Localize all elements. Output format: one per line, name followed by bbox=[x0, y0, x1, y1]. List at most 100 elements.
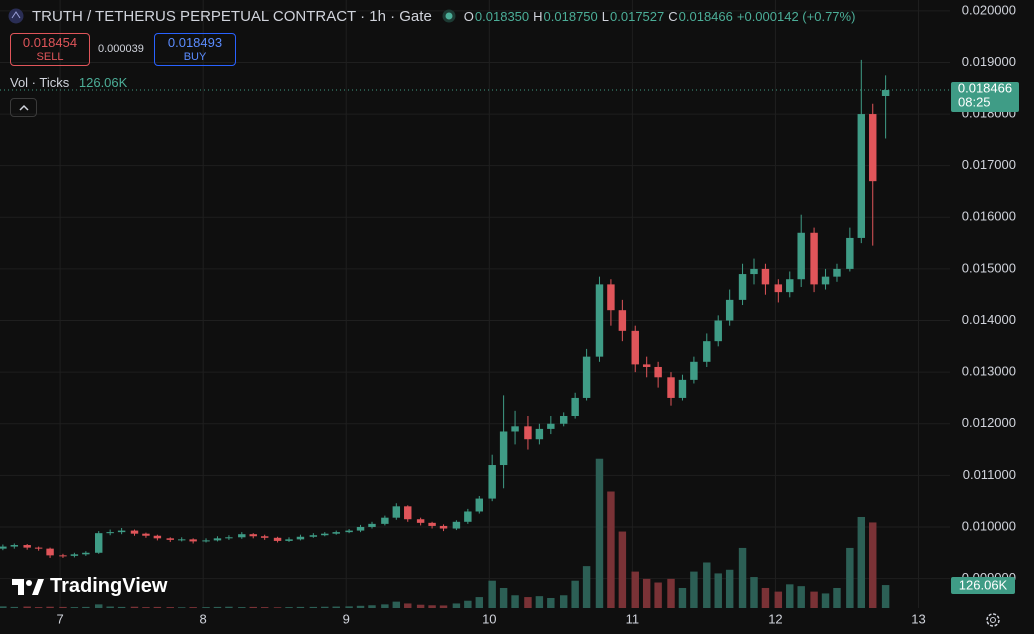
candle-body bbox=[392, 506, 401, 518]
candle-body bbox=[464, 511, 472, 522]
candle-body bbox=[428, 522, 436, 526]
candle-body bbox=[225, 537, 233, 539]
volume-legend: Vol · Ticks 126.06K bbox=[10, 75, 127, 90]
volume-bar bbox=[321, 606, 329, 608]
y-tick-label: 0.014000 bbox=[962, 312, 1016, 327]
candle-body bbox=[177, 539, 186, 541]
ohlc-value: 0.018466 bbox=[678, 8, 733, 24]
candle-body bbox=[738, 274, 747, 300]
volume-bar bbox=[153, 606, 162, 608]
volume-bar bbox=[667, 578, 675, 608]
candle-body bbox=[142, 533, 150, 536]
symbol-icon bbox=[8, 8, 24, 24]
candle-body bbox=[810, 232, 818, 285]
candle-body bbox=[774, 284, 783, 293]
volume-bar bbox=[524, 597, 532, 608]
volume-legend-value: 126.06K bbox=[78, 75, 128, 90]
candle-body bbox=[260, 536, 269, 538]
candle-body bbox=[166, 538, 174, 540]
symbol-title: TRUTH / TETHERUS PERPETUAL CONTRACT · 1h… bbox=[32, 7, 432, 25]
candle-body bbox=[202, 540, 210, 542]
candle-body bbox=[23, 545, 31, 548]
sell-label: SELL bbox=[36, 51, 64, 63]
candle-body bbox=[213, 538, 222, 541]
volume-bar bbox=[189, 607, 197, 608]
volume-bar bbox=[356, 605, 365, 608]
candle-body bbox=[332, 532, 340, 534]
volume-bar bbox=[690, 571, 698, 608]
volume-bar bbox=[273, 607, 282, 608]
buy-price: 0.018493 bbox=[167, 35, 223, 50]
candle-body bbox=[117, 530, 126, 533]
volume-bar bbox=[464, 600, 472, 608]
candle-body bbox=[70, 554, 79, 556]
candle-body bbox=[547, 423, 555, 429]
market-status-dot bbox=[442, 9, 456, 23]
volume-bar bbox=[34, 607, 43, 608]
volume-bar bbox=[703, 562, 711, 608]
x-tick-label: 7 bbox=[56, 611, 63, 626]
candle-body bbox=[95, 533, 103, 553]
y-tick-label: 0.013000 bbox=[962, 364, 1016, 379]
candle-body bbox=[249, 534, 257, 537]
candle-body bbox=[296, 536, 305, 540]
watermark: TradingView bbox=[12, 575, 167, 598]
volume-bar bbox=[821, 593, 830, 608]
candle-body bbox=[857, 114, 866, 238]
candle-body bbox=[821, 276, 830, 285]
candle-body bbox=[667, 377, 675, 398]
candle-body bbox=[285, 539, 293, 541]
volume-bar bbox=[225, 606, 233, 608]
sell-price: 0.018454 bbox=[22, 35, 78, 50]
volume-bar bbox=[130, 606, 139, 608]
volume-bar bbox=[23, 606, 31, 608]
chevron-icon bbox=[19, 104, 29, 111]
candle-body bbox=[82, 552, 90, 555]
volume-bar bbox=[202, 607, 210, 608]
candle-body bbox=[59, 555, 67, 557]
candle-body bbox=[439, 525, 448, 529]
candle-body bbox=[714, 320, 722, 342]
candle-body bbox=[750, 268, 758, 275]
volume-bar bbox=[654, 582, 662, 608]
volume-bar bbox=[260, 607, 269, 608]
header: TRUTH / TETHERUS PERPETUAL CONTRACT · 1h… bbox=[0, 6, 859, 26]
candle-body bbox=[559, 416, 568, 424]
candle-body bbox=[488, 465, 496, 499]
y-tick-label: 0.020000 bbox=[962, 2, 1016, 17]
volume-bar bbox=[368, 605, 376, 608]
candle-body bbox=[582, 356, 591, 398]
candle-body bbox=[10, 545, 19, 547]
candle-body bbox=[416, 519, 425, 523]
volume-bar bbox=[618, 531, 627, 608]
volume-bar bbox=[582, 566, 591, 608]
volume-bar bbox=[166, 607, 174, 608]
collapse-button[interactable] bbox=[10, 98, 37, 117]
candle-body bbox=[475, 498, 484, 512]
volume-bar bbox=[678, 587, 687, 608]
volume-bar bbox=[416, 604, 425, 608]
volume-bar bbox=[511, 595, 519, 608]
volume-bar bbox=[595, 458, 604, 608]
volume-bar bbox=[846, 547, 854, 608]
x-tick-label: 8 bbox=[200, 611, 207, 626]
watermark-logo bbox=[12, 578, 44, 595]
candle-body bbox=[618, 310, 627, 331]
volume-bar bbox=[82, 606, 90, 608]
candle-body bbox=[607, 284, 615, 311]
ohlc-value: 0.018350 bbox=[474, 8, 530, 24]
volume-bar bbox=[95, 604, 103, 608]
sell-button[interactable]: 0.018454 SELL bbox=[10, 33, 90, 66]
buy-button[interactable]: 0.018493 BUY bbox=[154, 33, 236, 66]
settings-icon[interactable] bbox=[984, 611, 1002, 629]
last-price-label: 0.018466 bbox=[958, 80, 1012, 95]
x-tick-label: 12 bbox=[768, 611, 782, 626]
ohlc-label: C bbox=[668, 8, 678, 24]
candle-body bbox=[524, 426, 532, 440]
candle-body bbox=[404, 506, 412, 520]
volume-bar bbox=[833, 587, 841, 608]
volume-bar bbox=[213, 606, 222, 608]
x-tick-label: 9 bbox=[343, 611, 350, 626]
volume-bar bbox=[857, 516, 866, 608]
